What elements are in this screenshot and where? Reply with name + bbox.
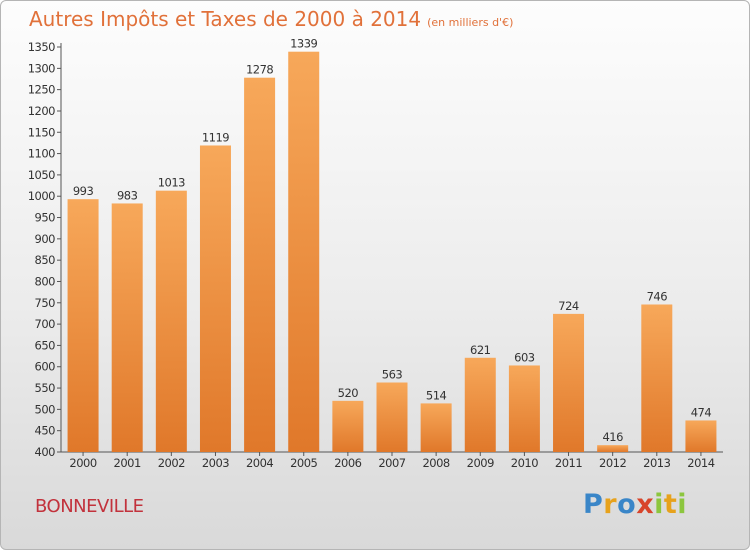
bar-value-label: 416 <box>602 430 623 444</box>
bar <box>464 357 496 452</box>
y-tick-label: 1250 <box>28 83 55 97</box>
bar-value-label: 563 <box>382 368 403 382</box>
x-tick-label: 2004 <box>246 456 273 470</box>
x-tick-label: 2012 <box>599 456 626 470</box>
y-tick-label: 1050 <box>28 168 55 182</box>
bar-value-label: 474 <box>691 405 712 419</box>
y-tick-label: 400 <box>35 445 56 459</box>
bar-value-label: 983 <box>117 188 138 202</box>
x-tick-label: 2000 <box>69 456 96 470</box>
y-tick-label: 750 <box>35 296 56 310</box>
x-tick-label: 2003 <box>202 456 229 470</box>
logo-letter: t <box>663 489 678 520</box>
bar <box>685 420 717 452</box>
y-tick-label: 600 <box>35 360 56 374</box>
y-tick-label: 450 <box>35 424 56 438</box>
chart-title-text: Autres Impôts et Taxes de 2000 à 2014 <box>29 7 422 31</box>
y-tick-label: 1100 <box>28 147 55 161</box>
bar <box>508 365 540 452</box>
bar-value-label: 746 <box>647 289 668 303</box>
logo-letter: i <box>677 489 688 520</box>
bar-value-label: 514 <box>426 388 447 402</box>
bar-value-label: 603 <box>514 350 535 364</box>
bar <box>288 51 320 452</box>
logo-letter: i <box>654 489 664 520</box>
x-tick-label: 2006 <box>334 456 361 470</box>
x-tick-label: 2013 <box>643 456 670 470</box>
y-tick-label: 800 <box>35 274 56 288</box>
chart-title: Autres Impôts et Taxes de 2000 à 2014 (en… <box>29 7 513 31</box>
bar-value-label: 1119 <box>202 130 229 144</box>
chart-title-unit: (en milliers d'€) <box>427 16 514 29</box>
x-tick-label: 2007 <box>378 456 405 470</box>
y-tick-label: 1150 <box>28 125 55 139</box>
bar-value-label: 621 <box>470 343 491 357</box>
bar <box>376 382 408 452</box>
bar-value-label: 1278 <box>246 63 273 77</box>
logo-letter: P <box>583 489 604 520</box>
y-tick-label: 1200 <box>28 104 55 118</box>
logo-letter: r <box>603 489 618 520</box>
bar <box>597 445 629 452</box>
logo-letter: x <box>636 489 655 520</box>
x-tick-label: 2002 <box>158 456 185 470</box>
x-tick-label: 2010 <box>511 456 538 470</box>
y-tick-label: 1300 <box>28 61 55 75</box>
y-tick-label: 950 <box>35 211 56 225</box>
bar <box>111 203 143 452</box>
y-tick-label: 550 <box>35 381 56 395</box>
y-tick-label: 900 <box>35 232 56 246</box>
bar <box>244 77 276 453</box>
bar <box>67 199 99 452</box>
x-tick-label: 2008 <box>422 456 449 470</box>
bar <box>155 190 187 452</box>
y-tick-label: 650 <box>35 338 56 352</box>
x-tick-label: 2001 <box>114 456 141 470</box>
location-label: BONNEVILLE <box>35 496 144 517</box>
bar <box>641 304 673 452</box>
bar-value-label: 1339 <box>290 37 317 51</box>
bar <box>332 400 364 452</box>
bar-value-label: 1013 <box>158 176 185 190</box>
proxiti-logo: Proxiti <box>583 489 687 520</box>
x-tick-label: 2011 <box>555 456 582 470</box>
y-tick-label: 1350 <box>28 40 55 54</box>
logo-letter: o <box>617 489 637 520</box>
bar-value-label: 724 <box>558 299 579 313</box>
y-tick-label: 850 <box>35 253 56 267</box>
x-tick-label: 2009 <box>467 456 494 470</box>
bar <box>420 403 452 452</box>
bar-value-label: 993 <box>73 184 94 198</box>
bar <box>199 145 231 452</box>
bar <box>553 313 585 452</box>
y-tick-label: 500 <box>35 402 56 416</box>
bar-value-label: 520 <box>338 386 359 400</box>
y-tick-label: 1000 <box>28 189 55 203</box>
x-tick-label: 2014 <box>687 456 714 470</box>
x-tick-label: 2005 <box>290 456 317 470</box>
y-tick-label: 700 <box>35 317 56 331</box>
